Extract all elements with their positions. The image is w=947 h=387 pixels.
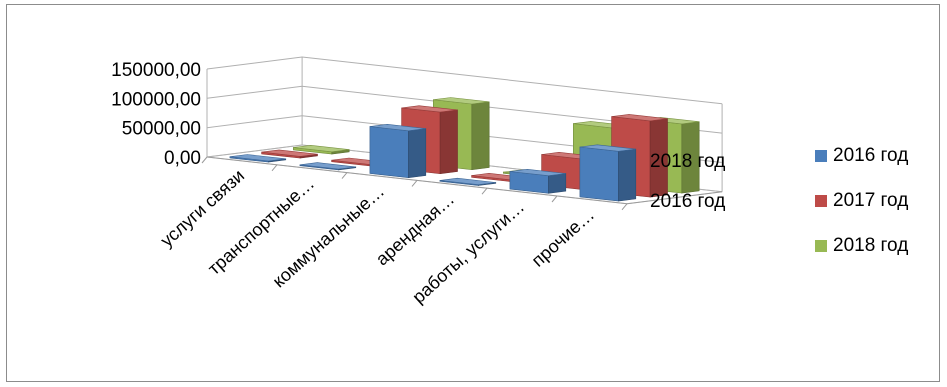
y-tick-label: 100000,00 <box>111 89 201 110</box>
depth-axis-label: 2016 год <box>650 191 725 212</box>
depth-axis-label: 2018 год <box>650 151 725 172</box>
y-tick-label: 50000,00 <box>122 119 201 140</box>
bar <box>509 168 567 194</box>
legend-label: 2016 год <box>833 145 908 166</box>
chart-frame: 150000,00 100000,00 50000,00 0,00 услуги свя… <box>6 4 940 382</box>
bar <box>579 144 637 202</box>
x-tick <box>551 195 558 203</box>
chart-legend: 2016 год 2017 год 2018 год <box>815 145 908 256</box>
x-tick <box>341 172 348 179</box>
legend-label: 2017 год <box>833 190 908 211</box>
x-tick <box>621 203 628 211</box>
x-tick <box>271 164 278 172</box>
bar <box>292 144 350 155</box>
depth-axis-line <box>626 191 723 205</box>
y-tick-label: 150000,00 <box>111 60 201 81</box>
bar <box>369 123 427 179</box>
legend-swatch <box>815 195 827 207</box>
x-category-label: арендная… <box>372 189 458 270</box>
bar <box>229 154 287 163</box>
bar <box>439 177 497 186</box>
x-tick <box>201 156 208 164</box>
legend-swatch <box>815 150 827 162</box>
chart-bars <box>229 97 700 202</box>
bar <box>261 149 318 159</box>
y-tick-label: 0,00 <box>164 148 201 169</box>
legend-swatch <box>815 240 827 252</box>
x-tick <box>411 180 418 187</box>
x-category-label: прочие… <box>528 204 598 270</box>
gridline <box>206 56 723 105</box>
bar <box>299 162 357 171</box>
legend-label: 2018 год <box>833 235 908 256</box>
x-tick <box>481 187 488 195</box>
